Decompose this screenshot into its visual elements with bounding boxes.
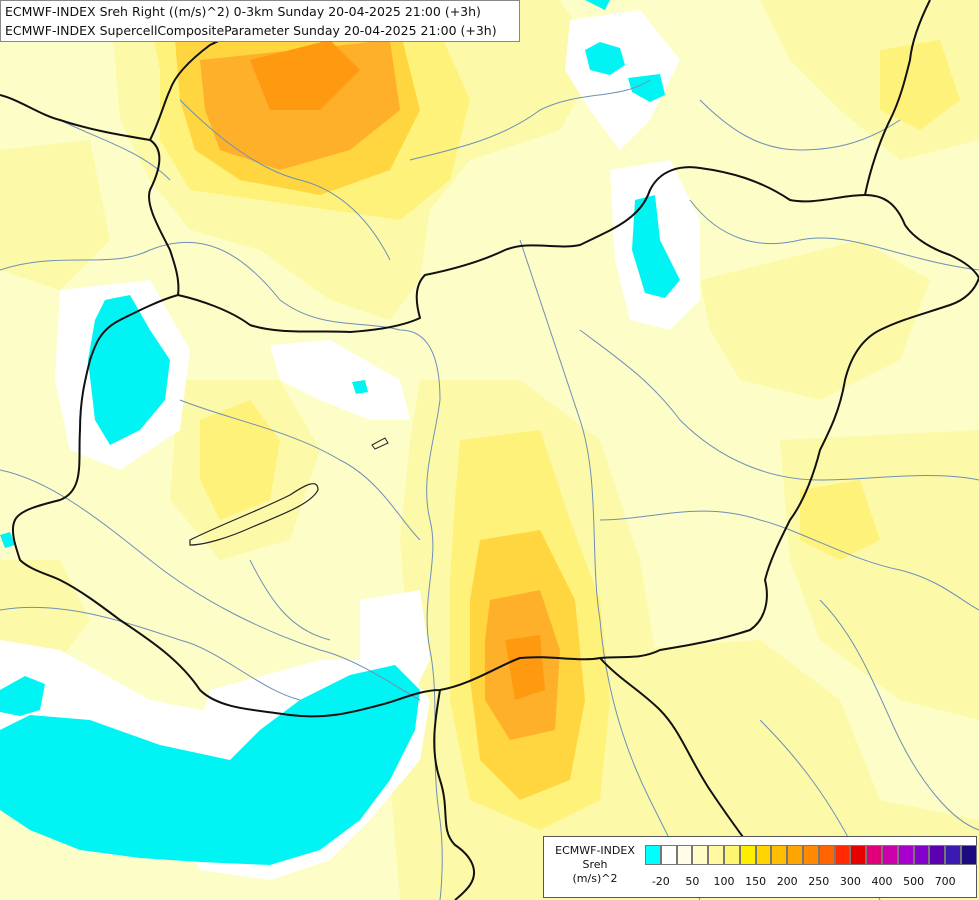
legend-swatch: [645, 845, 661, 865]
legend-swatch: [802, 845, 819, 865]
legend-swatch: [929, 845, 946, 865]
legend-swatch: [866, 845, 882, 865]
legend-swatch: [660, 845, 677, 865]
legend-swatch: [850, 845, 867, 865]
legend-swatch: [708, 845, 724, 865]
legend-tick-label: 200: [776, 875, 798, 888]
legend-tick-label: 250: [808, 875, 830, 888]
legend-swatch: [834, 845, 851, 865]
legend-swatch: [787, 845, 803, 865]
legend-tick-label: 50: [685, 875, 700, 888]
legend-tick-label: 500: [903, 875, 925, 888]
legend-swatch: [818, 845, 835, 865]
title-line-1: ECMWF-INDEX Sreh Right ((m/s)^2) 0-3km S…: [5, 4, 481, 19]
legend-ticks: -20 50 100 150 200 250 300 400 500 700: [645, 875, 975, 889]
legend-title-model: ECMWF-INDEX: [555, 844, 635, 857]
legend-swatch: [881, 845, 898, 865]
legend-tick-label: 400: [871, 875, 893, 888]
legend-tick-label: 150: [745, 875, 767, 888]
legend-title-variable: Sreh: [582, 858, 608, 871]
legend-tick-label: 700: [934, 875, 956, 888]
lake-outline: [189, 483, 319, 546]
legend-title-unit: (m/s)^2: [572, 872, 618, 885]
legend-swatch: [723, 845, 740, 865]
legend-swatch: [692, 845, 709, 865]
legend-swatch: [771, 845, 788, 865]
legend-swatch: [960, 845, 977, 865]
legend-swatch: [739, 845, 756, 865]
field-dark-orange-zones: [250, 40, 545, 700]
legend-title: ECMWF-INDEX Sreh (m/s)^2: [546, 844, 644, 886]
map-title-box: ECMWF-INDEX Sreh Right ((m/s)^2) 0-3km S…: [0, 0, 520, 42]
legend-swatch: [913, 845, 930, 865]
legend-swatch: [755, 845, 772, 865]
legend-tick-label: 100: [713, 875, 735, 888]
legend-swatch: [897, 845, 914, 865]
legend-swatch: [676, 845, 693, 865]
legend-swatches: [645, 845, 977, 865]
field-cyan-zones: [0, 0, 680, 865]
color-legend: ECMWF-INDEX Sreh (m/s)^2 -20 50 100 150 200 2…: [543, 836, 977, 898]
title-line-2: ECMWF-INDEX SupercellCompositeParameter …: [5, 23, 497, 38]
legend-tick-label: 300: [839, 875, 861, 888]
lake-outline-small: [371, 437, 389, 450]
legend-tick-label: -20: [651, 875, 670, 888]
legend-swatch: [945, 845, 961, 865]
